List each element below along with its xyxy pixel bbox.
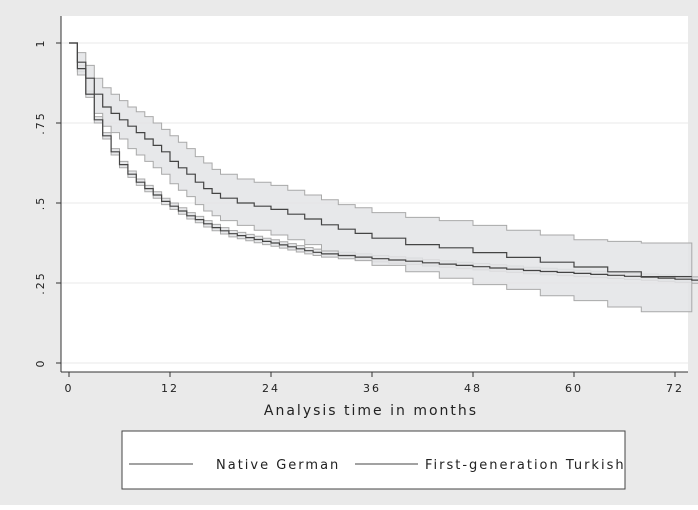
ci-band-first-generation-turkish (69, 42, 693, 313)
x-tick-label: 72 (666, 382, 684, 395)
survival-lines (69, 42, 698, 281)
ci-band-native-german (69, 42, 698, 284)
legend-box (121, 430, 626, 490)
y-tick-label: .5 (34, 196, 47, 211)
x-tick-label: 36 (363, 382, 381, 395)
y-tick-label: .25 (34, 271, 47, 295)
x-tick-label: 0 (65, 382, 74, 395)
y-tick-label: 0 (34, 359, 47, 368)
survival-line-native-german (69, 42, 698, 281)
axes: 0 12 24 36 48 60 72 0 .25 .5 .75 1 (34, 16, 688, 395)
y-tick-label: .75 (34, 111, 47, 135)
x-tick-label: 60 (565, 382, 583, 395)
plot-area (61, 16, 688, 372)
x-tick-label: 12 (161, 382, 179, 395)
x-axis-title: Analysis time in months (264, 403, 478, 419)
x-tick-label: 48 (464, 382, 482, 395)
survival-line-first-generation-turkish (69, 42, 692, 278)
legend-label-first-generation-turkish: First-generation Turkish (425, 458, 626, 473)
confidence-bands (69, 42, 698, 313)
legend-label-native-german: Native German (216, 458, 340, 473)
x-tick-label: 24 (262, 382, 280, 395)
y-tick-label: 1 (34, 39, 47, 48)
